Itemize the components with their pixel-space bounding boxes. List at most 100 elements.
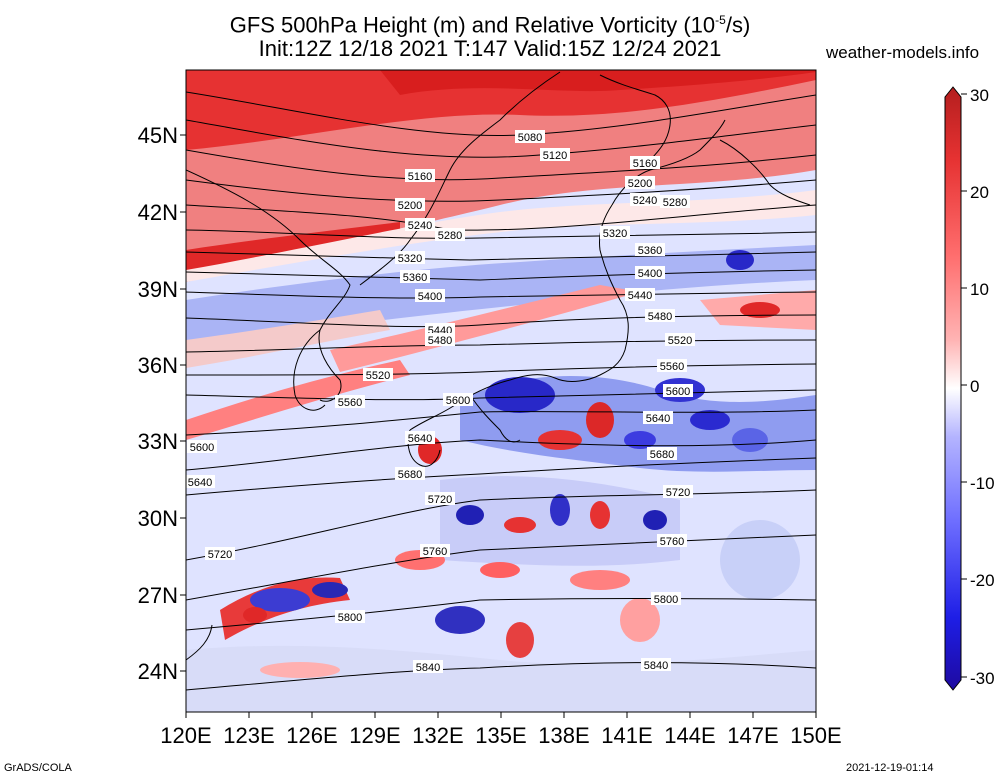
contour-label: 5800 [651,592,681,606]
contour-label-box [435,228,465,241]
contour-label-text: 5240 [633,195,657,207]
contour-label-text: 5640 [646,413,670,425]
lon-label: 135E [475,723,526,748]
contour-label-box [395,198,425,211]
colorbar-label: 20 [970,183,989,202]
contour-label: 5200 [395,198,425,212]
contour-label: 5720 [663,485,693,499]
contour-label: 5600 [663,384,693,398]
lat-label: 36N [138,353,178,378]
contour-label: 5680 [647,447,677,461]
contour-label-box [335,610,365,623]
contour-label: 5600 [443,393,473,407]
colorbar-label: 30 [970,86,989,105]
lon-label: 144E [664,723,715,748]
contour-label-box [187,440,217,453]
contour-label-text: 5520 [366,370,390,382]
lat-label: 45N [138,123,178,148]
contour-label: 5440 [625,288,655,302]
contour-label-box [663,384,693,397]
contour-label-text: 5560 [338,397,362,409]
colorbar-label: 10 [970,280,989,299]
contour-label-text: 5080 [518,132,542,144]
contour-label-text: 5800 [654,594,678,606]
contour-label-box [420,544,450,557]
contour-label-box [425,333,455,346]
lon-label: 138E [538,723,589,748]
contour-label-text: 5400 [418,291,442,303]
contour-label: 5320 [395,251,425,265]
contour-label-text: 5120 [543,150,567,162]
contour-label-box [363,368,393,381]
contour-label-box [443,393,473,406]
contour-label-text: 5480 [648,311,672,323]
contour-label-box [635,243,665,256]
contour-label-box [660,195,690,208]
contour-label: 5640 [405,431,435,445]
contour-label-text: 5200 [398,200,422,212]
contour-label-box [405,218,435,231]
contour-label: 5160 [630,156,660,170]
axis-ticks [180,134,817,718]
longitude-labels: 120E 123E 126E 129E 132E 135E 138E 141E 144E 147E… [160,723,841,748]
contour-label: 5600 [187,440,217,454]
contour-label-box [405,431,435,444]
contour-label-box [405,169,435,182]
contour-label-box [395,251,425,264]
contour-label-box [395,467,425,480]
contour-label: 5760 [420,544,450,558]
contour-label-text: 5600 [666,386,690,398]
contour-label-box [651,592,681,605]
contour-label-text: 5360 [403,272,427,284]
contour-label: 5720 [425,492,455,506]
footer-right: 2021-12-19-01:14 [846,762,934,774]
contour-label-text: 5600 [190,442,214,454]
contour-label: 5400 [635,266,665,280]
contour-label-text: 5640 [408,433,432,445]
lon-label: 141E [601,723,652,748]
lon-label: 123E [223,723,274,748]
contour-label: 5560 [657,359,687,373]
lat-label: 27N [138,583,178,608]
contour-label-box [657,359,687,372]
contour-label: 5640 [185,475,215,489]
contour-label: 5480 [645,309,675,323]
contour-label: 5640 [643,411,673,425]
colorbar-label: -30 [970,669,995,688]
contour-label-box [645,309,675,322]
contour-label-text: 5160 [633,158,657,170]
contour-label: 5480 [425,333,455,347]
lon-label: 132E [412,723,463,748]
contour-label-text: 5720 [208,549,232,561]
contour-label-text: 5640 [188,477,212,489]
contour-label-text: 5560 [660,361,684,373]
contour-label-text: 5720 [428,494,452,506]
latitude-labels: 45N 42N 39N 36N 33N 30N 27N 24N [138,123,178,684]
contour-label-text: 5680 [398,469,422,481]
contour-label-text: 5280 [663,197,687,209]
contour-label-text: 5200 [628,178,652,190]
contour-label: 5320 [600,226,630,240]
contour-label-box [625,288,655,301]
contour-label-box [630,193,660,206]
contour-label-box [641,658,671,671]
chart-title-line1: GFS 500hPa Height (m) and Relative Vorti… [229,12,751,38]
contour-label: 5800 [335,610,365,624]
contour-label: 5400 [415,289,445,303]
contour-label-box [540,148,570,161]
contour-label-text: 5680 [650,449,674,461]
contour-label-text: 5360 [638,245,662,257]
lat-label: 42N [138,200,178,225]
lon-label: 150E [790,723,841,748]
contour-label: 5280 [660,195,690,209]
lat-label: 33N [138,429,178,454]
contour-label-text: 5320 [398,253,422,265]
contour-label-box [657,534,687,547]
contour-label-box [600,226,630,239]
contour-label: 5360 [400,270,430,284]
contour-label-text: 5480 [428,335,452,347]
contour-label-text: 5760 [660,536,684,548]
contour-label: 5760 [657,534,687,548]
